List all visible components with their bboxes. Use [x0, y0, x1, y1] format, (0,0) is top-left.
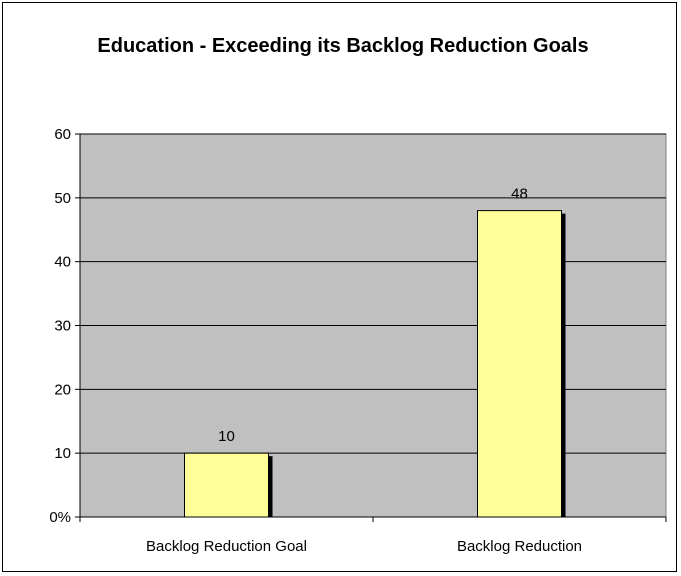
- data-labels: 10 48: [218, 186, 528, 446]
- data-label: 10: [218, 428, 235, 445]
- y-tick-label: 20: [54, 381, 71, 398]
- x-axis: Backlog Reduction Goal Backlog Reduction: [79, 516, 667, 555]
- bar: [477, 210, 562, 518]
- chart-title: Education - Exceeding its Backlog Reduct…: [97, 35, 589, 57]
- x-tick-label: Backlog Reduction Goal: [146, 538, 307, 555]
- y-tick-label: 10: [54, 445, 71, 462]
- y-tick-label: 30: [54, 318, 71, 335]
- y-tick-label: 50: [54, 190, 71, 207]
- y-tick-label: 60: [54, 126, 71, 143]
- bar: [184, 452, 269, 518]
- y-axis: 0% 10 20 30 40 50 60: [49, 126, 81, 526]
- y-tick-label: 40: [54, 254, 71, 271]
- bars: [184, 210, 566, 518]
- y-tick-label: 0%: [49, 509, 71, 526]
- data-label: 48: [511, 186, 528, 203]
- x-tick-label: Backlog Reduction: [457, 538, 582, 555]
